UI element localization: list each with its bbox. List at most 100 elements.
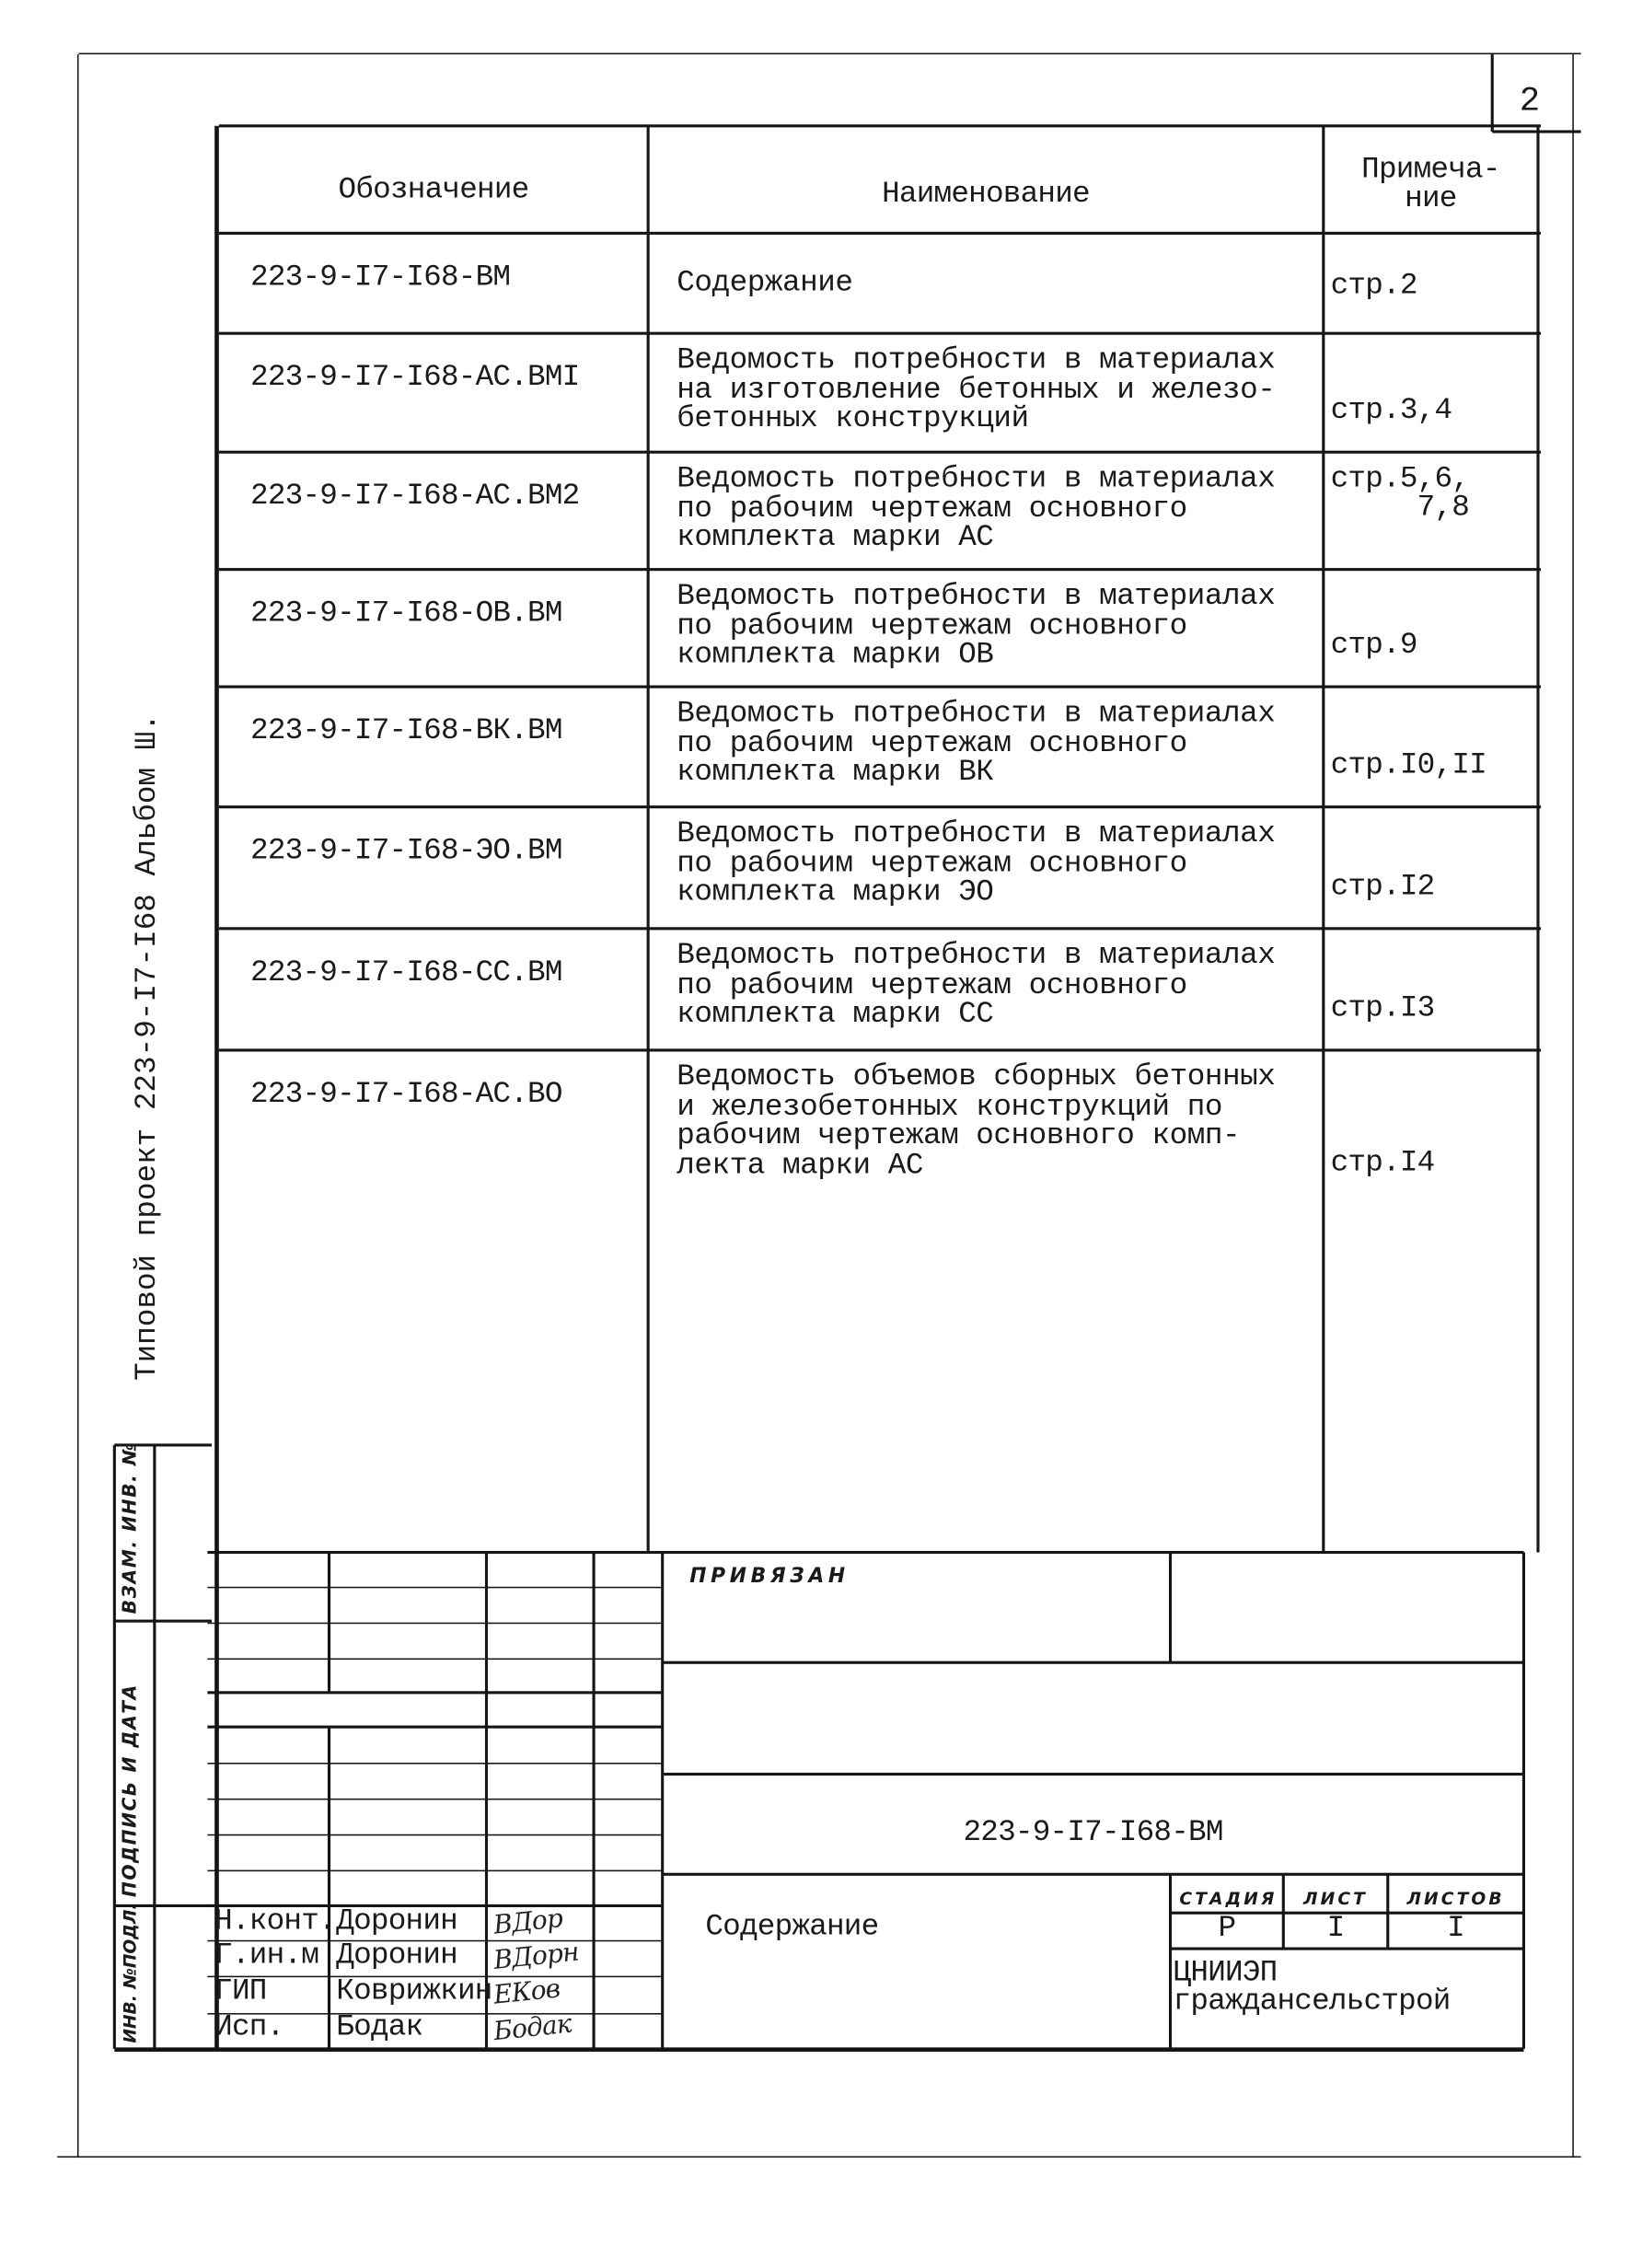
signature: ЕКов: [492, 1973, 561, 2011]
rule-line: [112, 1444, 117, 2049]
row-designation: 223-9-I7-I68-ВМ: [250, 261, 511, 295]
row-name: Ведомость потребности в материалах по ра…: [677, 940, 1276, 1032]
row-note: стр.I3: [1330, 992, 1436, 1026]
rule-line: [207, 1690, 663, 1695]
row-note: стр.I2: [1330, 871, 1436, 905]
rule-line: [660, 1552, 665, 2049]
rule-line: [218, 123, 1542, 128]
row-designation: 223-9-I7-I68-СС.ВМ: [250, 956, 562, 990]
rule-line: [662, 1660, 1524, 1665]
rule-line: [207, 1725, 663, 1730]
sheet-title: Содержание: [705, 1911, 879, 1945]
signature: ВДор: [492, 1904, 564, 1941]
row-note: стр.5,6, 7,8: [1330, 463, 1470, 526]
row-designation: 223-9-I7-I68-ОВ.ВМ: [250, 597, 562, 631]
organization: ЦНИИЭП граждансельстрой: [1173, 1957, 1452, 2019]
rule-line: [207, 1550, 1524, 1555]
rule-line: [218, 450, 1542, 455]
person-name: Бодак: [336, 2011, 423, 2045]
sheets-value: I: [1447, 1913, 1465, 1946]
bound-label: ПРИВЯЗАН: [689, 1565, 850, 1589]
rule-line: [1321, 125, 1325, 1553]
rule-line: [207, 1586, 663, 1589]
row-name: Содержание: [677, 267, 853, 301]
rule-line: [153, 1444, 156, 2049]
rule-line: [662, 1772, 1524, 1776]
rule-line: [207, 1762, 663, 1765]
row-note: стр.9: [1330, 629, 1418, 663]
rule-line: [207, 2012, 663, 2016]
rule-line: [484, 1552, 489, 2049]
rule-line: [114, 2047, 1524, 2052]
rule-line: [218, 1048, 1542, 1052]
rule-line: [57, 2156, 1581, 2158]
sheet-value: I: [1326, 1913, 1346, 1946]
rule-line: [207, 1939, 663, 1942]
rule-line: [78, 52, 1581, 55]
rule-line: [1385, 1874, 1390, 1950]
sheet-label: ЛИСТ: [1303, 1888, 1369, 1909]
row-name: Ведомость объемов сборных бетонных и жел…: [677, 1061, 1276, 1183]
rule-line: [1281, 1874, 1286, 1950]
rule-line: [1571, 54, 1574, 2158]
rule-line: [662, 1872, 1524, 1877]
side-title: Типовой проект 223-9-I7-I68 Альбом Ш.: [132, 713, 165, 1381]
header-designation: Обозначение: [338, 174, 530, 208]
person-role: Н.конт.: [214, 1905, 336, 1939]
rule-line: [218, 804, 1542, 809]
header-name: Наименование: [882, 179, 1091, 213]
rule-line: [1170, 1947, 1524, 1950]
rule-line: [327, 1552, 331, 1693]
signature: Бодак: [492, 2008, 573, 2048]
row-note: стр.I0,II: [1330, 749, 1487, 783]
rule-line: [592, 1552, 596, 2049]
rule-line: [207, 1869, 663, 1872]
rule-line: [76, 54, 79, 2158]
rule-line: [207, 1975, 663, 1978]
rule-line: [218, 231, 1542, 236]
rule-line: [207, 1622, 663, 1625]
signature: ВДорн: [492, 1937, 581, 1976]
person-role: Исп.: [214, 2011, 284, 2045]
rule-line: [646, 125, 650, 1553]
person-role: Г.ин.м: [214, 1939, 319, 1973]
rule-line: [327, 1727, 331, 2049]
row-note: стр.I4: [1330, 1147, 1436, 1181]
row-designation: 223-9-I7-I68-АС.ВМI: [250, 362, 580, 396]
row-name: Ведомость потребности в материалах по ра…: [677, 818, 1276, 910]
row-name: Ведомость потребности в материалах по ра…: [677, 581, 1276, 673]
row-note: стр.2: [1330, 270, 1418, 304]
row-designation: 223-9-I7-I68-ЭО.ВМ: [250, 835, 562, 869]
row-name: Ведомость потребности в материалах по ра…: [677, 698, 1276, 791]
original-inv-label: ИНВ. №ПОДЛ.: [120, 1903, 141, 2043]
stage-value: Р: [1218, 1913, 1236, 1946]
rule-line: [114, 1619, 213, 1623]
rule-line: [218, 331, 1542, 336]
rule-line: [218, 685, 1542, 688]
row-designation: 223-9-I7-I68-АС.ВО: [250, 1079, 562, 1112]
page-number: 2: [1519, 83, 1540, 122]
row-name: Ведомость потребности в материалах на из…: [677, 344, 1276, 437]
sheets-label: ЛИСТОВ: [1406, 1888, 1505, 1909]
rule-line: [1521, 1552, 1526, 2049]
row-note: стр.3,4: [1330, 395, 1452, 428]
rule-line: [1536, 125, 1540, 1553]
rule-line: [207, 1834, 663, 1836]
header-note: Примеча- ние: [1361, 154, 1500, 216]
row-name: Ведомость потребности в материалах по ра…: [677, 463, 1276, 556]
rule-line: [207, 1904, 663, 1908]
signature-date-label: ПОДПИСЬ И ДАТА: [120, 1684, 142, 1898]
rule-line: [218, 926, 1542, 931]
rule-line: [1168, 1874, 1173, 2049]
rule-line: [1168, 1552, 1173, 1663]
person-name: Доронин: [336, 1905, 457, 1939]
replacement-inv-label: ВЗАМ. ИНВ. №: [120, 1441, 142, 1614]
rule-line: [207, 1798, 663, 1801]
row-designation: 223-9-I7-I68-АС.ВМ2: [250, 480, 580, 515]
row-designation: 223-9-I7-I68-ВК.ВМ: [250, 715, 562, 748]
person-name: Доронин: [336, 1939, 457, 1973]
rule-line: [207, 1658, 663, 1660]
rule-line: [218, 567, 1542, 572]
rule-line: [214, 125, 219, 2049]
